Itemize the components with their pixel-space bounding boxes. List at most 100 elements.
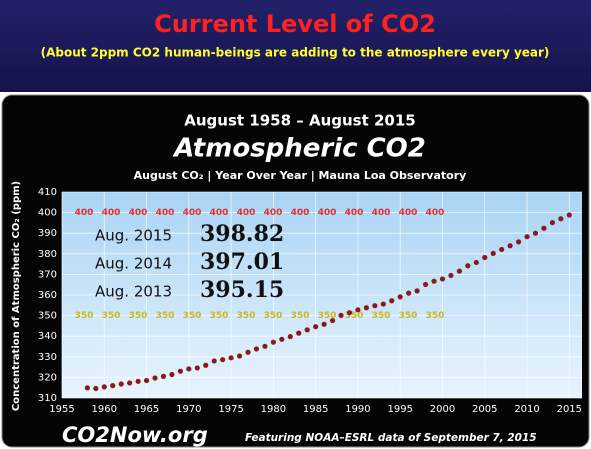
reference-label: 400 xyxy=(210,208,229,218)
data-point xyxy=(456,268,462,274)
data-point xyxy=(296,330,302,336)
annotation-label: Aug. 2015 xyxy=(95,227,172,245)
reference-label: 350 xyxy=(129,311,148,321)
x-tick-label: 1960 xyxy=(92,404,117,415)
y-tick-label: 340 xyxy=(38,331,57,342)
source-note: Featuring NOAA–ESRL data of September 7,… xyxy=(245,432,537,444)
reference-label: 400 xyxy=(426,208,445,218)
data-point xyxy=(515,239,522,245)
reference-label: 350 xyxy=(102,311,121,321)
y-tick-label: 330 xyxy=(38,352,57,363)
chart-heading: August 1958 – August 2015 xyxy=(184,112,416,130)
y-tick-label: 310 xyxy=(38,393,57,404)
data-point xyxy=(558,216,564,222)
data-point xyxy=(482,254,488,261)
reference-label: 400 xyxy=(75,208,94,218)
data-point xyxy=(406,290,412,296)
x-tick-label: 2010 xyxy=(514,404,539,415)
data-point xyxy=(532,230,539,236)
banner xyxy=(0,0,591,92)
data-point xyxy=(211,358,217,364)
reference-label: 350 xyxy=(399,311,418,321)
data-point xyxy=(499,246,505,253)
x-tick-label: 1985 xyxy=(303,404,328,415)
reference-label: 400 xyxy=(291,208,310,218)
data-point xyxy=(143,377,150,384)
x-tick-label: 1980 xyxy=(261,404,286,415)
x-tick-label: 1970 xyxy=(176,404,201,415)
data-point xyxy=(236,353,243,359)
x-tick-label: 1990 xyxy=(345,404,370,415)
data-point xyxy=(507,243,513,249)
reference-label: 350 xyxy=(291,311,310,321)
data-point xyxy=(549,219,556,226)
reference-label: 350 xyxy=(156,311,175,321)
data-point xyxy=(279,336,285,342)
reference-label: 400 xyxy=(399,208,418,218)
data-point xyxy=(152,375,158,381)
data-point xyxy=(346,310,353,316)
reference-label: 350 xyxy=(75,311,94,321)
y-tick-label: 320 xyxy=(38,372,57,383)
data-point xyxy=(186,366,192,372)
reference-label: 350 xyxy=(210,311,229,321)
data-point xyxy=(287,334,293,340)
data-point xyxy=(389,298,395,304)
data-point xyxy=(110,383,116,389)
y-axis-label: Concentration of Atmospheric CO₂ (ppm) xyxy=(11,181,22,411)
page-subtitle: (About 2ppm CO2 human-beings are adding … xyxy=(41,46,550,60)
data-point xyxy=(338,312,344,318)
annotation-value: 397.01 xyxy=(200,249,284,275)
x-tick-label: 2000 xyxy=(430,404,455,415)
reference-label: 400 xyxy=(345,208,364,218)
reference-label: 400 xyxy=(156,208,175,218)
data-point xyxy=(566,212,572,218)
y-tick-label: 380 xyxy=(38,249,57,260)
data-point xyxy=(101,384,107,390)
data-point xyxy=(313,324,319,330)
reference-label: 350 xyxy=(372,311,391,321)
chart-title: Atmospheric CO2 xyxy=(172,134,426,164)
x-tick-label: 1995 xyxy=(387,404,412,415)
data-point xyxy=(363,305,369,311)
x-tick-label: 1965 xyxy=(134,404,159,415)
data-point xyxy=(228,355,234,361)
data-point xyxy=(465,263,471,269)
data-point xyxy=(448,272,454,279)
x-tick-label: 1975 xyxy=(218,404,243,415)
reference-label: 350 xyxy=(426,311,445,321)
data-point xyxy=(473,259,479,266)
page-title: Current Level of CO2 xyxy=(154,10,436,38)
data-point xyxy=(431,278,437,284)
y-tick-label: 390 xyxy=(38,228,57,239)
reference-label: 350 xyxy=(264,311,283,321)
data-point xyxy=(490,250,496,256)
data-point xyxy=(169,371,175,378)
data-point xyxy=(397,294,403,300)
data-point xyxy=(220,357,226,363)
data-point xyxy=(127,380,133,386)
data-point xyxy=(253,346,260,352)
data-point xyxy=(177,368,183,374)
reference-label: 400 xyxy=(264,208,283,218)
data-point xyxy=(524,234,530,240)
y-tick-label: 350 xyxy=(38,311,57,322)
data-point xyxy=(135,378,141,384)
reference-label: 350 xyxy=(318,311,337,321)
annotation-value: 395.15 xyxy=(200,277,284,303)
data-point xyxy=(203,362,209,368)
reference-label: 400 xyxy=(237,208,256,218)
reference-label: 400 xyxy=(183,208,202,218)
data-point xyxy=(304,327,310,333)
reference-label: 400 xyxy=(129,208,148,218)
reference-label: 350 xyxy=(183,311,202,321)
data-point xyxy=(194,365,200,371)
y-tick-label: 370 xyxy=(38,269,57,280)
y-tick-label: 410 xyxy=(38,187,57,198)
data-point xyxy=(160,373,167,379)
data-point xyxy=(439,276,446,282)
annotation-label: Aug. 2013 xyxy=(95,283,172,301)
data-point xyxy=(355,307,361,313)
data-point xyxy=(422,281,429,288)
